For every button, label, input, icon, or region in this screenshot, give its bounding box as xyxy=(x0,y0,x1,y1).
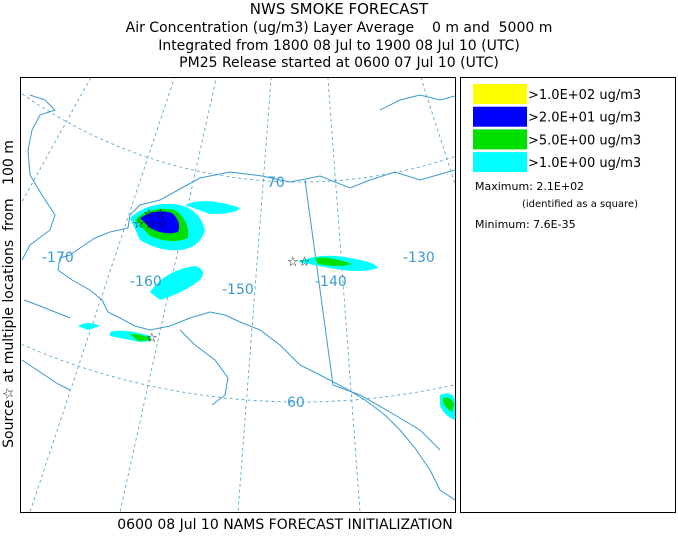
meridian xyxy=(20,77,92,207)
plume xyxy=(130,334,152,341)
plume xyxy=(443,397,454,412)
title: NWS SMOKE FORECAST xyxy=(250,0,429,18)
maximum-note: (identified as a square) xyxy=(522,199,638,210)
latitude-line xyxy=(20,91,455,183)
longitude-label: -160 xyxy=(130,274,162,290)
plume xyxy=(150,266,204,300)
source-markers: ☆☆☆ ☆☆ ☆☆ ☆ xyxy=(133,207,310,346)
legend-swatch xyxy=(473,129,527,150)
map: ☆☆☆ ☆☆ ☆☆ ☆ -170 -160 -150 -140 -130 70 … xyxy=(20,0,678,512)
maximum: Maximum: 2.1E+02 xyxy=(475,180,584,193)
meridian xyxy=(300,0,678,512)
legend-label: >5.0E+00 ug/m3 xyxy=(528,133,641,148)
plume xyxy=(315,257,352,266)
longitude-label: -140 xyxy=(315,274,347,290)
legend-label: >2.0E+01 ug/m3 xyxy=(528,111,641,126)
plume xyxy=(185,201,240,214)
latitude-label: 60 xyxy=(287,395,305,411)
legend: >1.0E+02 ug/m3 >2.0E+01 ug/m3 >5.0E+00 ug/… xyxy=(473,84,641,173)
legend-label: >1.0E+00 ug/m3 xyxy=(528,156,641,171)
side-label: Source☆ at multiple locations from 100 m xyxy=(1,140,17,448)
source-marker: ☆☆☆ xyxy=(133,217,168,232)
source-marker: ☆ xyxy=(146,331,158,346)
subtitle: PM25 Release started at 0600 07 Jul 10 (… xyxy=(179,55,499,71)
graticule xyxy=(20,0,678,512)
footer: 0600 08 Jul 10 NAMS FORECAST INITIALIZAT… xyxy=(117,517,452,532)
source-marker: ☆☆ xyxy=(287,255,310,270)
meridian xyxy=(119,77,217,512)
plume xyxy=(78,323,151,342)
longitude-label: -130 xyxy=(403,250,435,266)
legend-swatch xyxy=(473,84,527,104)
meridian xyxy=(327,77,361,512)
meridian xyxy=(420,77,455,186)
longitude-label: -150 xyxy=(222,282,254,298)
meridian xyxy=(29,77,176,512)
legend-frame xyxy=(460,77,676,513)
minimum: Minimum: 7.6E-35 xyxy=(475,218,576,231)
subtitle: Air Concentration (ug/m3) Layer Average … xyxy=(126,20,553,36)
source-marker: ☆☆ xyxy=(143,207,166,222)
legend-swatch xyxy=(473,106,527,127)
map-frame xyxy=(20,77,456,513)
plume xyxy=(140,211,180,234)
latitude-label: 70 xyxy=(267,175,285,191)
smoke-plumes xyxy=(78,201,455,420)
legend-swatch xyxy=(473,152,527,173)
longitude-label: -170 xyxy=(42,250,74,266)
coastline xyxy=(21,94,455,501)
legend-label: >1.0E+02 ug/m3 xyxy=(528,88,641,103)
meridian xyxy=(237,77,272,512)
subtitle: Integrated from 1800 08 Jul to 1900 08 J… xyxy=(158,38,520,54)
